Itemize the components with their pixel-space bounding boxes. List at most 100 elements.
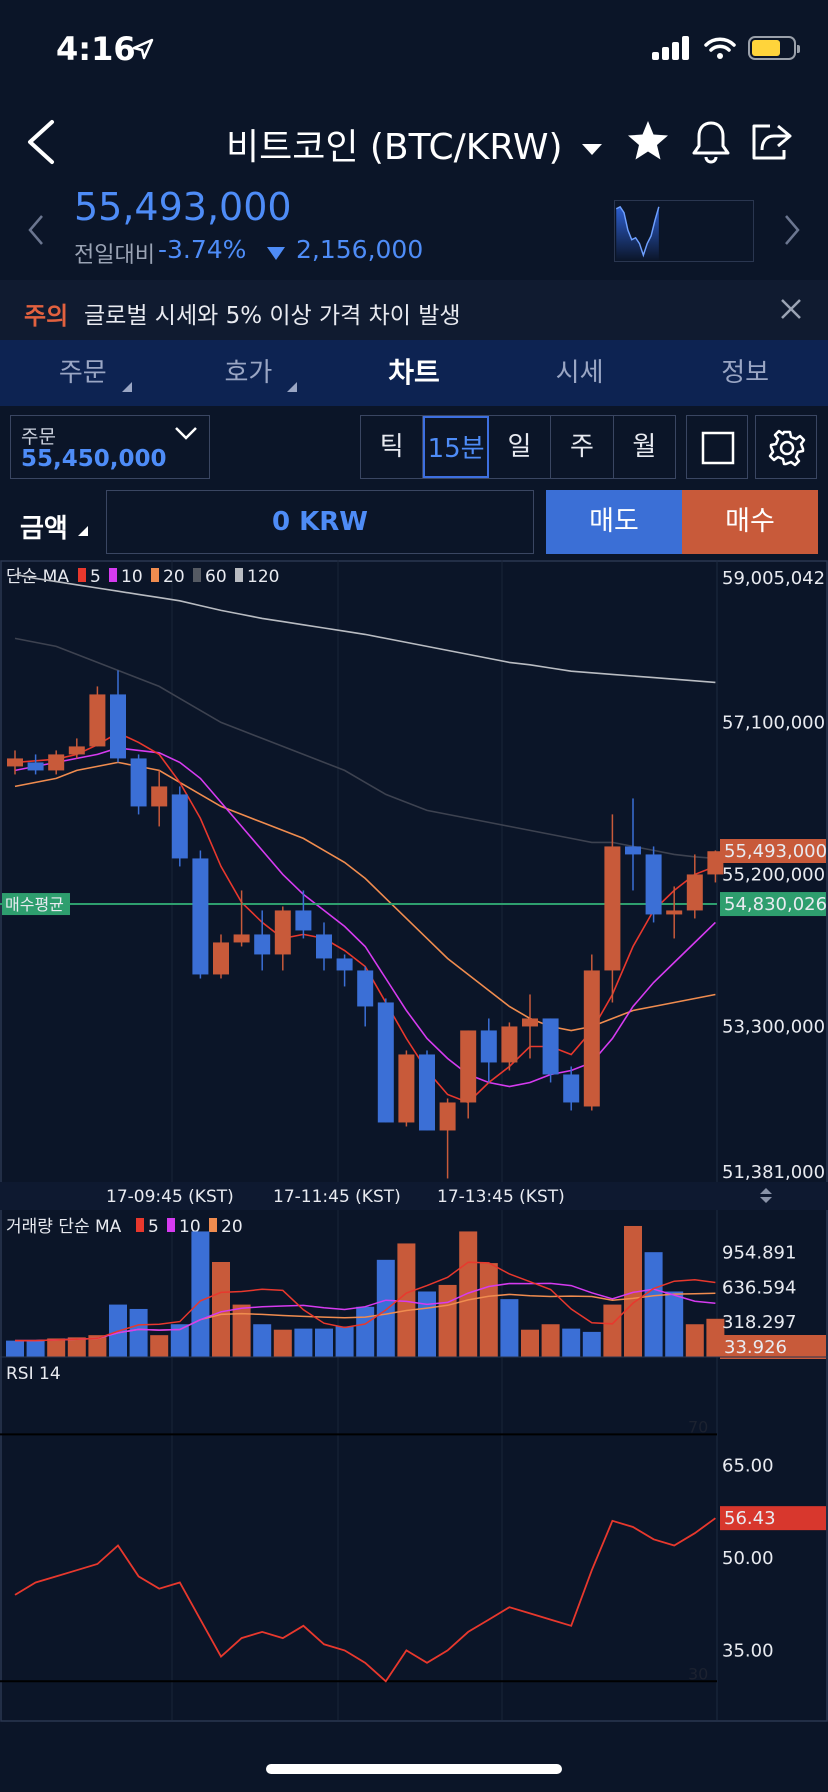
moving-average-lines: 매수평균 bbox=[0, 573, 717, 1104]
legend-entry: 10 bbox=[121, 567, 143, 587]
legend-entry: 20 bbox=[221, 1217, 243, 1237]
time-axis-band bbox=[0, 1182, 828, 1210]
main-tabs: 주문 호가 차트 시세 정보 bbox=[0, 340, 828, 406]
interval-week[interactable]: 주 bbox=[551, 416, 614, 478]
interval-day[interactable]: 일 bbox=[489, 416, 552, 478]
chevron-down-icon bbox=[175, 427, 197, 440]
sell-button[interactable]: 매도 bbox=[546, 490, 682, 554]
candle-body bbox=[398, 1054, 415, 1123]
volume-tick-label: 318.297 bbox=[722, 1312, 796, 1333]
square-icon bbox=[701, 431, 735, 465]
amount-label[interactable]: 금액 bbox=[20, 514, 68, 544]
candle-body bbox=[686, 874, 703, 911]
candle-body bbox=[27, 762, 44, 771]
legend-swatch bbox=[109, 568, 117, 582]
change-label: 전일대비 bbox=[74, 243, 155, 268]
legend-entry: 단순 MA bbox=[6, 567, 69, 587]
avg-buy-label-bg bbox=[2, 893, 70, 916]
interval-tick[interactable]: 틱 bbox=[361, 416, 424, 478]
home-indicator[interactable] bbox=[266, 1764, 562, 1774]
rsi-panel: RSI 14 70 30 65.00 50.00 35.00 56.43 bbox=[0, 1364, 826, 1683]
volume-bar bbox=[603, 1304, 622, 1357]
volume-bar bbox=[129, 1308, 148, 1357]
candle-body bbox=[295, 910, 312, 931]
close-icon[interactable] bbox=[776, 294, 806, 324]
avg-buy-tag-bg bbox=[720, 892, 826, 917]
volume-bar bbox=[253, 1324, 272, 1357]
tab-orderbook[interactable]: 호가 bbox=[166, 340, 332, 406]
legend-entry: 120 bbox=[247, 567, 279, 587]
candle-body bbox=[233, 934, 250, 943]
tab-market-price[interactable]: 시세 bbox=[497, 340, 663, 406]
chart-settings-button[interactable] bbox=[755, 415, 817, 479]
rsi-tick-label: 35.00 bbox=[722, 1640, 774, 1661]
volume-bar bbox=[170, 1324, 189, 1357]
candle-body bbox=[707, 851, 724, 875]
back-chevron-icon[interactable] bbox=[22, 118, 62, 166]
candle-body bbox=[213, 942, 229, 975]
candle-body bbox=[439, 1102, 456, 1131]
current-price-tag-bg bbox=[720, 838, 826, 863]
volume-bar bbox=[150, 1335, 169, 1357]
market-selector[interactable]: 비트코인 (BTC/KRW) bbox=[0, 118, 828, 170]
fullscreen-button[interactable] bbox=[686, 415, 748, 479]
favorite-star-icon[interactable] bbox=[625, 118, 671, 164]
candle-body bbox=[604, 846, 621, 971]
next-market-chevron-icon[interactable] bbox=[782, 213, 802, 247]
candle-body bbox=[336, 958, 353, 971]
legend-swatch bbox=[78, 568, 86, 582]
volume-bar bbox=[397, 1243, 416, 1357]
ma120-line bbox=[14, 573, 716, 684]
cellular-signal-icon bbox=[652, 36, 692, 60]
candle-body bbox=[316, 934, 332, 959]
candle-body bbox=[522, 1018, 538, 1027]
tab-info[interactable]: 정보 bbox=[662, 340, 828, 406]
corner-triangle-icon bbox=[287, 382, 298, 392]
candle-body bbox=[501, 1026, 518, 1063]
interval-month[interactable]: 월 bbox=[632, 432, 657, 462]
prev-market-chevron-icon[interactable] bbox=[26, 213, 46, 247]
volume-bar bbox=[582, 1331, 601, 1357]
avg-buy-tag: 54,830,026 bbox=[724, 894, 827, 915]
ma60-line bbox=[14, 637, 716, 860]
legend-swatch bbox=[209, 1218, 217, 1232]
legend-entry: 5 bbox=[148, 1217, 159, 1237]
status-indicators bbox=[652, 34, 800, 62]
price-tick-label: 51,381,000 bbox=[722, 1162, 825, 1183]
candle-body bbox=[480, 1030, 497, 1063]
order-price-selector[interactable]: 주문 55,450,000 bbox=[10, 415, 210, 479]
ma-legend: 단순 MA 5 10 20 60 120 bbox=[6, 567, 279, 587]
volume-bar bbox=[500, 1299, 519, 1357]
notification-bell-icon[interactable] bbox=[688, 118, 734, 164]
interval-selector: 틱 15분 일 주 월 bbox=[360, 415, 676, 479]
tab-order[interactable]: 주문 bbox=[0, 340, 166, 406]
volume-tag-bg bbox=[720, 1335, 826, 1359]
buy-button[interactable]: 매수 bbox=[682, 490, 818, 554]
chart-border bbox=[0, 560, 828, 1722]
candle-body bbox=[666, 910, 683, 915]
tab-chart[interactable]: 차트 bbox=[331, 340, 497, 406]
price-tick-label: 57,100,000 bbox=[722, 712, 825, 733]
current-price: 55,493,000 bbox=[74, 185, 292, 229]
rsi-level-label: 30 bbox=[688, 1664, 708, 1683]
chart-frame bbox=[0, 560, 828, 1722]
price-chart[interactable]: 단순 MA 5 10 20 60 120 매수평균 59,005,042 57,100,00… bbox=[0, 560, 828, 1725]
interval-15min[interactable]: 15분 bbox=[423, 416, 489, 478]
candle-body bbox=[542, 1018, 559, 1075]
corner-triangle-icon bbox=[121, 382, 132, 392]
price-summary: 55,493,000 전일대비 -3.74% 2,156,000 bbox=[0, 185, 828, 277]
time-axis: 17-09:45 (KST) 17-11:45 (KST) 17-13:45 (KS… bbox=[106, 1187, 772, 1207]
mini-price-chart[interactable] bbox=[614, 200, 754, 262]
price-tick-label: 59,005,042 bbox=[722, 568, 825, 589]
price-tick-label: 55,200,000 bbox=[722, 864, 825, 885]
candle-body bbox=[110, 694, 126, 759]
amount-input[interactable]: 0 KRW bbox=[106, 490, 534, 554]
candle-body bbox=[48, 754, 65, 771]
tab-label: 시세 bbox=[555, 358, 604, 388]
location-arrow-icon bbox=[132, 38, 154, 60]
change-percent: -3.74% bbox=[158, 235, 247, 264]
volume-tick-label: 954.891 bbox=[722, 1243, 796, 1264]
warning-label: 주의 bbox=[24, 302, 69, 330]
share-icon[interactable] bbox=[748, 118, 794, 164]
header: 비트코인 (BTC/KRW) bbox=[0, 100, 828, 190]
